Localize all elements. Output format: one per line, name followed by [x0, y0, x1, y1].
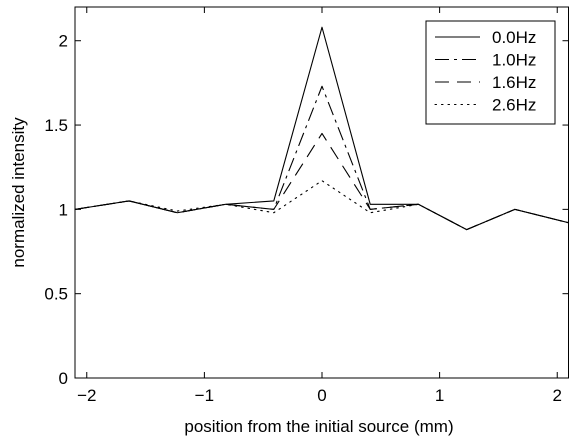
y-tick-label: 0.5 — [44, 285, 68, 304]
x-tick-label: 2 — [553, 386, 562, 405]
x-tick-label: −1 — [195, 386, 214, 405]
y-axis-ticks: 0 0.5 1 1.5 2 — [44, 32, 569, 388]
legend-label: 1.6Hz — [492, 73, 536, 92]
series-line-1-0hz — [74, 85, 569, 231]
x-tick-label: 1 — [435, 386, 444, 405]
x-tick-label: 0 — [317, 386, 326, 405]
x-axis-ticks: −2 −1 0 1 2 — [77, 7, 562, 405]
x-axis-label: position from the initial source (mm) — [184, 417, 453, 436]
legend-label: 1.0Hz — [492, 51, 536, 70]
legend-box — [425, 20, 556, 125]
y-tick-label: 2 — [59, 32, 68, 51]
legend-entries: 0.0Hz 1.0Hz 1.6Hz 2.6Hz — [434, 28, 536, 115]
y-tick-label: 1 — [59, 200, 68, 219]
series-group — [74, 26, 569, 231]
legend: 0.0Hz 1.0Hz 1.6Hz 2.6Hz — [425, 20, 556, 125]
series-line-1-6hz — [74, 132, 569, 231]
legend-label: 2.6Hz — [492, 96, 536, 115]
series-line-2-6hz — [74, 180, 569, 231]
y-tick-label: 0 — [59, 369, 68, 388]
x-tick-label: −2 — [77, 386, 96, 405]
y-tick-label: 1.5 — [44, 116, 68, 135]
legend-label: 0.0Hz — [492, 28, 536, 47]
y-axis-label: normalized intensity — [9, 117, 28, 268]
